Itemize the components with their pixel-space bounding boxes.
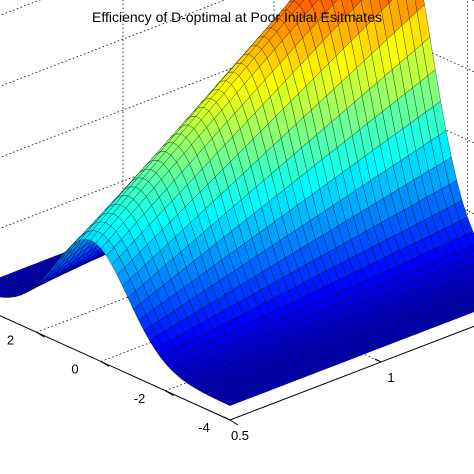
x-tick-mark — [374, 358, 382, 363]
surface-cell — [0, 286, 4, 290]
y-tick-label: 0 — [71, 362, 78, 377]
x-tick-label: 0.5 — [231, 428, 249, 443]
surface-cell — [0, 281, 6, 286]
surface-cell — [0, 292, 8, 297]
x-tick-mark — [223, 416, 231, 421]
y-tick-mark — [229, 419, 239, 426]
y-tick-mark — [100, 361, 110, 367]
tick-layer: 2 0 -2 -4 0.5 1 — [7, 331, 395, 443]
surface-cell — [471, 273, 474, 277]
y-tick-mark — [36, 331, 45, 338]
surface-cell — [224, 400, 239, 406]
y-tick-label: -4 — [198, 420, 210, 435]
y-tick-label: -2 — [134, 391, 146, 406]
surface-cell — [0, 276, 9, 282]
surface-cell — [470, 244, 474, 252]
x-tick-label: 1 — [387, 370, 394, 385]
y-tick-mark — [165, 390, 174, 397]
chart-title: Efficiency of D-optimal at Poor Initial … — [92, 9, 382, 25]
surface-layer — [0, 0, 474, 406]
surface-cell — [469, 280, 474, 286]
surface-cell — [470, 297, 474, 301]
y-tick-label: 2 — [7, 332, 14, 347]
